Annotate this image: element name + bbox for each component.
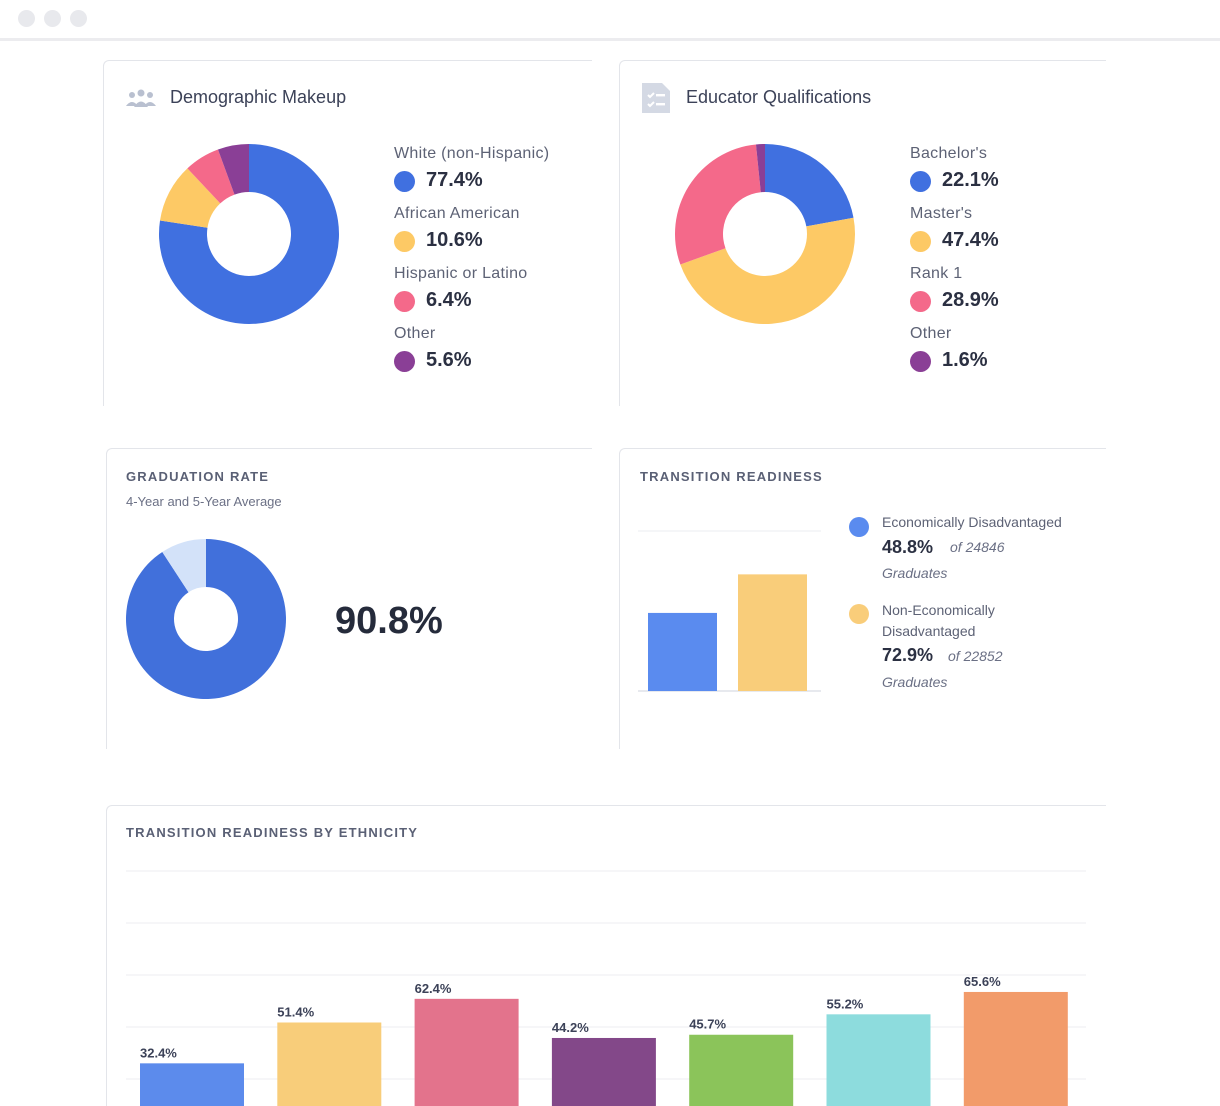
window-titlebar bbox=[0, 0, 1220, 41]
demographic-slice-african-american bbox=[160, 168, 221, 228]
demographic-slice-white-non-hispanic bbox=[159, 144, 339, 324]
educator-legend-value-rank-1: 28.9% bbox=[942, 289, 999, 311]
ethnicity-bar-label-0: 32.4% bbox=[140, 1045, 177, 1060]
educator-legend-value-bachelor-s: 22.1% bbox=[942, 169, 999, 191]
ethnicity-bar-label-5: 55.2% bbox=[827, 996, 864, 1011]
transition-bar-chart bbox=[638, 530, 821, 692]
graduation-rate-value: 90.8% bbox=[335, 600, 443, 642]
demographic-legend-value-white-non-hispanic: 77.4% bbox=[426, 169, 483, 191]
econ-disadvantaged-unit: Graduates bbox=[882, 565, 948, 581]
graduation-card: GRADUATION RATE 4-Year and 5-Year Averag… bbox=[106, 448, 592, 749]
educator-legend-dot-other bbox=[910, 351, 931, 372]
ethnicity-bar-label-2: 62.4% bbox=[415, 981, 452, 996]
econ-disadvantaged-dot bbox=[849, 517, 869, 537]
educator-slice-other bbox=[755, 144, 765, 193]
transition-title: TRANSITION READINESS bbox=[640, 469, 823, 484]
educator-slice-master-s bbox=[680, 217, 855, 324]
graduation-slice-graduated bbox=[126, 539, 286, 699]
educator-slice-bachelor-s bbox=[765, 144, 854, 227]
demographic-legend-dot-white-non-hispanic bbox=[394, 171, 415, 192]
transition-bar-economically-disadvantaged bbox=[648, 612, 717, 691]
educator-legend-value-other: 1.6% bbox=[942, 349, 988, 371]
ethnicity-bar-label-3: 44.2% bbox=[552, 1020, 589, 1035]
educator-card: Educator Qualifications Bachelor's 22.1% M… bbox=[619, 60, 1106, 406]
ethnicity-bar-0 bbox=[140, 1063, 244, 1106]
ethnicity-bar-label-6: 65.6% bbox=[964, 974, 1001, 989]
demographic-legend-label-other: Other bbox=[394, 325, 436, 342]
educator-title: Educator Qualifications bbox=[686, 87, 872, 107]
ethnicity-bar-chart: 32.4% 51.4% 62.4% 44.2% 45.7% 55.2% 65.6% bbox=[126, 870, 1086, 1106]
demographic-legend-value-hispanic-or-latino: 6.4% bbox=[426, 289, 472, 311]
demographic-legend-dot-hispanic-or-latino bbox=[394, 291, 415, 312]
people-icon bbox=[126, 89, 156, 107]
ethnicity-bar-6 bbox=[963, 991, 1068, 1106]
graduation-title: GRADUATION RATE bbox=[126, 469, 270, 484]
educator-legend-value-master-s: 47.4% bbox=[942, 229, 999, 251]
educator-legend-dot-master-s bbox=[910, 231, 931, 252]
demographic-slice-hispanic-or-latino bbox=[187, 149, 235, 204]
demographic-legend-label-hispanic-or-latino: Hispanic or Latino bbox=[394, 265, 528, 282]
non-econ-disadvantaged-unit: Graduates bbox=[882, 674, 948, 690]
non-econ-disadvantaged-value: 72.9% bbox=[882, 645, 934, 665]
demographic-legend-dot-other bbox=[394, 351, 415, 372]
educator-legend-label-rank-1: Rank 1 bbox=[910, 265, 963, 282]
window-close-icon[interactable] bbox=[18, 10, 35, 27]
graduation-subtitle: 4-Year and 5-Year Average bbox=[126, 494, 282, 509]
demographic-legend-label-african-american: African American bbox=[394, 205, 520, 222]
econ-disadvantaged-value: 48.8% bbox=[882, 537, 934, 557]
graduation-donut-chart bbox=[126, 539, 286, 699]
econ-disadvantaged-count: of 24846 bbox=[950, 539, 1005, 555]
ethnicity-bar-label-4: 45.7% bbox=[689, 1017, 726, 1032]
educator-slice-rank-1 bbox=[675, 144, 761, 265]
ethnicity-bar-2 bbox=[414, 998, 519, 1106]
econ-disadvantaged-label: Economically Disadvantaged bbox=[882, 514, 1062, 530]
educator-donut-chart bbox=[675, 144, 855, 324]
demographic-card: Demographic Makeup White (non-Hispanic) 7… bbox=[103, 60, 592, 406]
educator-legend-label-master-s: Master's bbox=[910, 205, 973, 222]
non-econ-disadvantaged-dot bbox=[849, 604, 869, 624]
demographic-slice-other bbox=[217, 144, 249, 195]
demographic-donut-chart bbox=[159, 144, 339, 324]
checklist-icon bbox=[642, 83, 670, 113]
non-econ-disadvantaged-count: of 22852 bbox=[948, 648, 1003, 664]
ethnicity-bar-1 bbox=[277, 1022, 382, 1106]
ethnicity-bar-3 bbox=[551, 1037, 656, 1106]
transition-card: TRANSITION READINESS Economically Disadv… bbox=[619, 448, 1106, 749]
window-minimize-icon[interactable] bbox=[44, 10, 61, 27]
educator-legend-dot-bachelor-s bbox=[910, 171, 931, 192]
graduation-slice-not-graduated bbox=[162, 539, 206, 593]
window-maximize-icon[interactable] bbox=[70, 10, 87, 27]
demographic-legend-dot-african-american bbox=[394, 231, 415, 252]
educator-legend-label-other: Other bbox=[910, 325, 952, 342]
demographic-title: Demographic Makeup bbox=[170, 87, 347, 107]
ethnicity-bar-5 bbox=[826, 1014, 931, 1106]
ethnicity-card: TRANSITION READINESS BY ETHNICITY 32.4% 5… bbox=[106, 805, 1106, 1106]
ethnicity-bar-4 bbox=[689, 1034, 794, 1106]
demographic-legend-label-white-non-hispanic: White (non-Hispanic) bbox=[394, 145, 550, 162]
educator-legend-dot-rank-1 bbox=[910, 291, 931, 312]
educator-legend-label-bachelor-s: Bachelor's bbox=[910, 145, 988, 162]
ethnicity-bar-label-1: 51.4% bbox=[277, 1004, 314, 1019]
demographic-legend-value-other: 5.6% bbox=[426, 349, 472, 371]
ethnicity-title: TRANSITION READINESS BY ETHNICITY bbox=[126, 825, 419, 840]
demographic-legend-value-african-american: 10.6% bbox=[426, 229, 483, 251]
transition-bar-non-economically-disadvantaged bbox=[738, 574, 807, 691]
non-econ-disadvantaged-label: Non-Economically Disadvantaged bbox=[882, 602, 995, 639]
